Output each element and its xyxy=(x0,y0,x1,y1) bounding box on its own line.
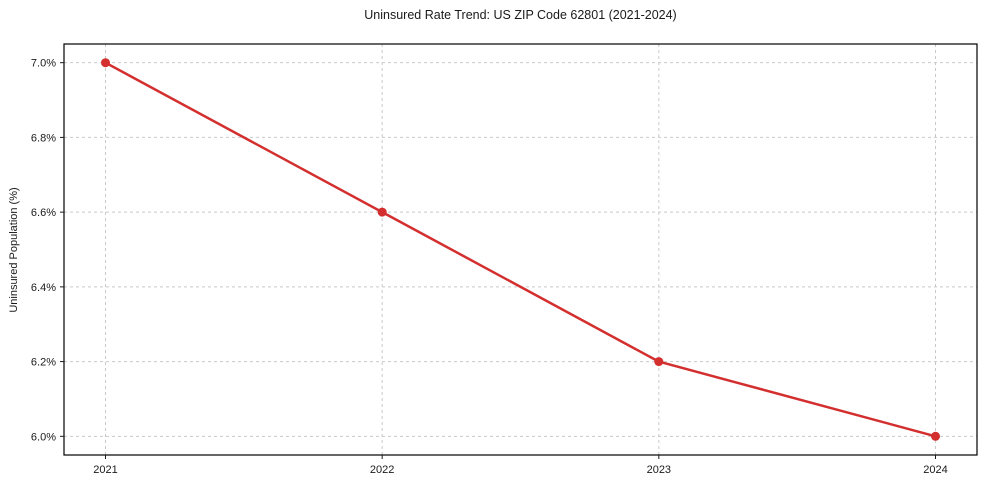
y-tick-label: 6.6% xyxy=(31,207,56,219)
x-tick-label: 2021 xyxy=(93,464,117,476)
chart-title: Uninsured Rate Trend: US ZIP Code 62801 … xyxy=(364,8,677,22)
data-point-2024 xyxy=(931,431,940,441)
data-point-2022 xyxy=(377,207,387,217)
axes-spines xyxy=(63,43,978,456)
x-tick-label: 2023 xyxy=(647,464,671,476)
y-tick-label: 6.8% xyxy=(31,132,56,144)
x-tick-label: 2022 xyxy=(370,464,394,476)
y-tick-label: 7.0% xyxy=(31,58,56,70)
y-tick-label: 6.4% xyxy=(31,282,56,294)
y-tick-label: 6.2% xyxy=(31,357,56,369)
y-tick-label: 6.0% xyxy=(31,431,56,443)
trend-line xyxy=(104,61,937,438)
x-tick-label: 2024 xyxy=(923,464,947,476)
data-point-2023 xyxy=(654,357,664,367)
data-point-2021 xyxy=(101,58,110,68)
